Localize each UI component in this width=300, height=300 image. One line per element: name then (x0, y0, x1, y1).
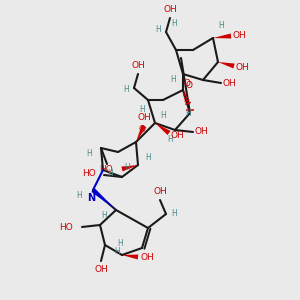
Text: OH: OH (232, 31, 246, 40)
Polygon shape (155, 123, 170, 135)
Text: H: H (107, 169, 113, 178)
Text: OH: OH (222, 79, 236, 88)
Text: OH: OH (153, 188, 167, 196)
Text: H: H (218, 22, 224, 31)
Text: H: H (155, 26, 161, 34)
Text: OH: OH (235, 62, 249, 71)
Text: HO: HO (82, 169, 96, 178)
Polygon shape (122, 254, 138, 260)
Text: H: H (86, 148, 92, 158)
Text: H: H (114, 247, 120, 256)
Text: H: H (117, 238, 123, 247)
Text: H: H (123, 85, 129, 94)
Text: OH: OH (140, 253, 154, 262)
Text: OH: OH (131, 61, 145, 70)
Text: O: O (139, 125, 145, 134)
Text: H: H (185, 109, 191, 118)
Text: OH: OH (137, 113, 151, 122)
Text: H: H (170, 74, 176, 83)
Text: H: H (167, 136, 173, 145)
Text: H: H (145, 152, 151, 161)
Text: HO: HO (59, 223, 73, 232)
Polygon shape (213, 34, 231, 38)
Polygon shape (136, 125, 146, 142)
Text: OH: OH (94, 266, 108, 274)
Text: HO: HO (99, 166, 113, 175)
Polygon shape (122, 165, 138, 171)
Text: O: O (185, 82, 193, 91)
Text: H: H (101, 211, 107, 220)
Text: H: H (139, 106, 145, 115)
Text: H: H (124, 163, 130, 172)
Text: H: H (160, 110, 166, 119)
Text: N: N (87, 193, 95, 203)
Text: H: H (76, 190, 82, 200)
Polygon shape (92, 188, 116, 210)
Text: OH: OH (163, 5, 177, 14)
Text: OH: OH (170, 130, 184, 140)
Polygon shape (218, 62, 235, 68)
Text: O: O (184, 80, 190, 88)
Text: OH: OH (194, 128, 208, 136)
Text: H: H (171, 209, 177, 218)
Text: H: H (171, 20, 177, 28)
